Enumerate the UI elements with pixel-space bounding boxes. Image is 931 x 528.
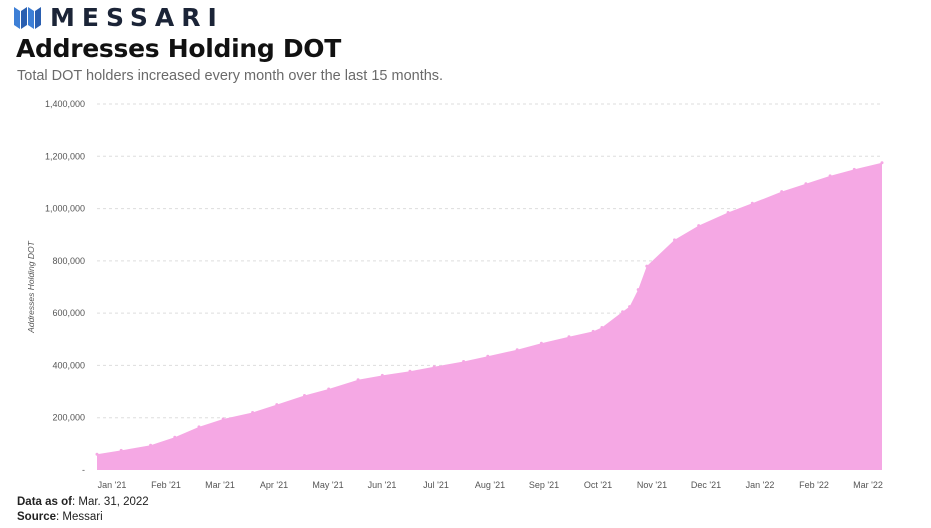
y-tick-label: 400,000 bbox=[52, 360, 85, 370]
y-tick-label: 1,000,000 bbox=[45, 204, 85, 214]
data-point bbox=[852, 167, 856, 171]
data-point bbox=[221, 417, 225, 421]
y-tick-label: 1,400,000 bbox=[45, 99, 85, 109]
data-as-of-label: Data as of bbox=[17, 496, 72, 508]
data-point bbox=[251, 411, 255, 414]
data-point bbox=[432, 365, 436, 369]
y-tick-label: 200,000 bbox=[52, 413, 85, 423]
data-point bbox=[119, 448, 123, 452]
data-point bbox=[173, 435, 177, 439]
data-point bbox=[95, 452, 99, 456]
x-tick-label: Mar '21 bbox=[205, 480, 235, 490]
data-point bbox=[621, 310, 625, 314]
data-point bbox=[515, 348, 519, 352]
source-value: : Messari bbox=[56, 511, 103, 523]
x-axis-ticks: Jan '21 Feb '21 Mar '21 Apr '21 May '21 Jun '… bbox=[98, 480, 883, 490]
data-point bbox=[673, 238, 676, 242]
x-tick-label: Feb '22 bbox=[799, 480, 829, 490]
data-point bbox=[697, 224, 701, 228]
data-point bbox=[356, 378, 360, 382]
data-point bbox=[275, 403, 279, 407]
x-tick-label: Aug '21 bbox=[475, 480, 505, 490]
x-tick-label: Oct '21 bbox=[584, 480, 612, 490]
data-point bbox=[380, 373, 384, 377]
data-point bbox=[645, 264, 649, 268]
chart-subtitle: Total DOT holders increased every month … bbox=[17, 68, 444, 84]
area-series bbox=[95, 161, 884, 471]
y-tick-label: 800,000 bbox=[52, 256, 85, 266]
data-point bbox=[539, 341, 543, 345]
data-point bbox=[303, 394, 306, 397]
source-label: Source bbox=[17, 511, 56, 523]
y-tick-label: 1,200,000 bbox=[45, 151, 85, 161]
x-tick-label: Mar '22 bbox=[853, 480, 883, 490]
messari-logo-icon bbox=[14, 7, 41, 29]
data-point bbox=[828, 174, 832, 178]
x-tick-label: Jun '21 bbox=[368, 480, 397, 490]
y-axis-ticks: - 200,000 400,000 600,000 800,000 1,000,000 1,… bbox=[45, 99, 85, 475]
y-tick-label: 600,000 bbox=[52, 308, 85, 318]
data-point bbox=[486, 354, 490, 358]
x-tick-label: Apr '21 bbox=[260, 480, 288, 490]
data-as-of-value: : Mar. 31, 2022 bbox=[71, 496, 149, 508]
x-tick-label: Jul '21 bbox=[423, 480, 449, 490]
source: Source: Messari bbox=[17, 511, 103, 523]
x-tick-label: Dec '21 bbox=[691, 480, 721, 490]
data-point bbox=[591, 329, 595, 333]
x-tick-label: Jan '21 bbox=[98, 480, 127, 490]
x-tick-label: Jan '22 bbox=[746, 480, 775, 490]
data-point bbox=[750, 201, 754, 205]
brand-name: MESSARI bbox=[50, 2, 224, 32]
data-point bbox=[567, 335, 571, 339]
area-chart: - 200,000 400,000 600,000 800,000 1,000,000 1,… bbox=[26, 99, 884, 490]
data-point bbox=[628, 305, 632, 309]
data-point bbox=[636, 288, 640, 292]
y-axis-label: Addresses Holding DOT bbox=[26, 240, 36, 333]
data-point bbox=[149, 443, 153, 447]
area-series-fill bbox=[97, 162, 882, 471]
data-point bbox=[880, 161, 884, 165]
data-point bbox=[197, 425, 201, 429]
data-point bbox=[600, 326, 604, 329]
x-tick-label: Sep '21 bbox=[529, 480, 559, 490]
data-as-of: Data as of: Mar. 31, 2022 bbox=[17, 496, 149, 508]
y-tick-label: - bbox=[82, 465, 85, 475]
data-point bbox=[462, 360, 466, 363]
data-point bbox=[726, 211, 730, 214]
chart-title: Addresses Holding DOT bbox=[16, 34, 342, 63]
x-tick-label: May '21 bbox=[312, 480, 343, 490]
data-point bbox=[780, 190, 784, 194]
x-tick-label: Nov '21 bbox=[637, 480, 667, 490]
brand: MESSARI bbox=[14, 2, 224, 32]
data-point bbox=[327, 387, 331, 391]
data-point bbox=[408, 369, 412, 373]
x-tick-label: Feb '21 bbox=[151, 480, 181, 490]
data-point bbox=[804, 182, 808, 186]
